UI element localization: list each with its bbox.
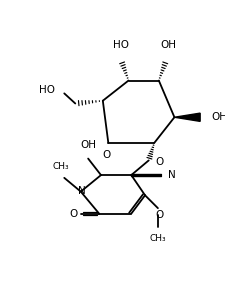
Text: OH: OH (210, 112, 225, 122)
Text: HO: HO (39, 85, 55, 95)
Text: N: N (77, 186, 85, 196)
Text: CH₃: CH₃ (52, 162, 69, 170)
Polygon shape (174, 113, 199, 121)
Text: O: O (102, 150, 110, 160)
Text: O: O (155, 157, 163, 167)
Text: OH: OH (80, 140, 96, 150)
Text: N: N (167, 170, 175, 180)
Text: O: O (69, 209, 77, 219)
Text: OH: OH (159, 40, 175, 50)
Text: O: O (155, 209, 163, 219)
Text: HO: HO (113, 40, 129, 50)
Text: CH₃: CH₃ (149, 234, 165, 243)
